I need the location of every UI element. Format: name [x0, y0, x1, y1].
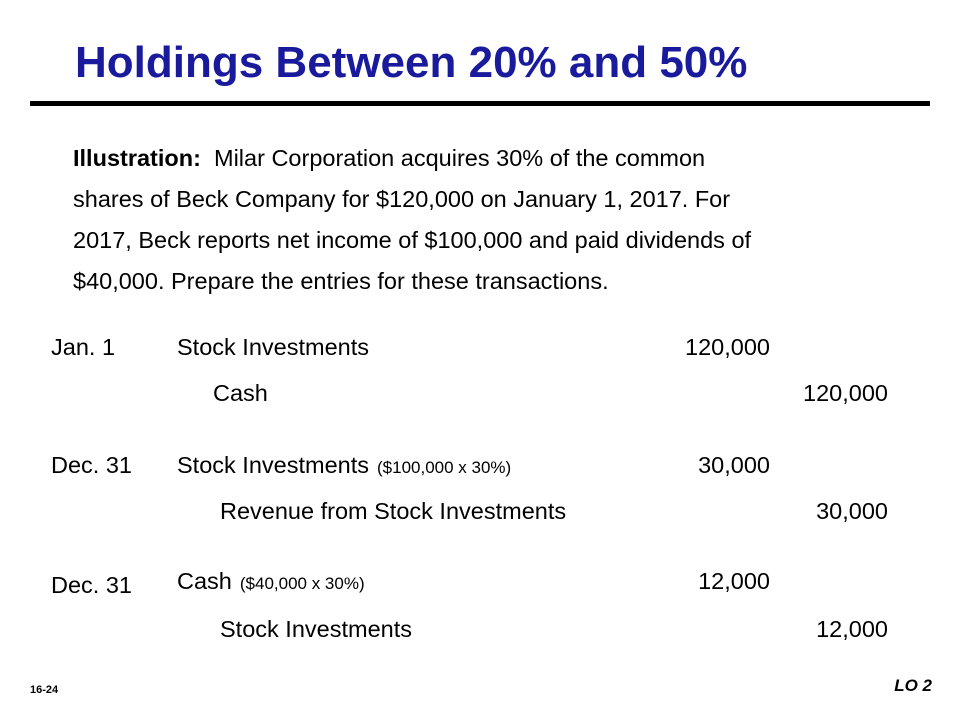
title-divider	[30, 101, 930, 106]
entry-1-debit-amount: 120,000	[685, 334, 770, 360]
entry-1-credit-amount: 120,000	[803, 380, 888, 406]
illustration-line-2: shares of Beck Company for $120,000 on J…	[73, 186, 731, 212]
illustration-text-1: Milar Corporation acquires 30% of the co…	[214, 145, 706, 171]
illustration-lead: Illustration:	[73, 145, 201, 171]
illustration-paragraph: Illustration: Milar Corporation acquires…	[73, 138, 913, 302]
entry-3-date: Dec. 31	[51, 572, 132, 598]
learning-objective-label: LO 2	[894, 676, 932, 695]
slide-title: Holdings Between 20% and 50%	[75, 38, 748, 87]
entry-3-credit-account: Stock Investments	[220, 616, 412, 642]
entry-2-debit-amount: 30,000	[698, 452, 770, 478]
entry-3-debit-account: Cash	[177, 568, 232, 594]
illustration-line-3: 2017, Beck reports net income of $100,00…	[73, 227, 752, 253]
entry-3-credit-amount: 12,000	[816, 616, 888, 642]
entry-3-debit-line: Cash ($40,000 x 30%)	[177, 568, 365, 595]
entry-2-credit-amount: 30,000	[816, 498, 888, 524]
entry-1-credit-account: Cash	[213, 380, 268, 406]
entry-3-debit-amount: 12,000	[698, 568, 770, 594]
entry-2-credit-account: Revenue from Stock Investments	[220, 498, 567, 524]
illustration-line-1: Illustration: Milar Corporation acquires…	[73, 138, 913, 179]
entry-1-debit-account: Stock Investments	[177, 334, 369, 360]
entry-2-debit-line: Stock Investments ($100,000 x 30%)	[177, 452, 511, 479]
entry-2-debit-note: ($100,000 x 30%)	[377, 458, 512, 477]
entry-2-debit-account: Stock Investments	[177, 452, 369, 478]
entry-2-date: Dec. 31	[51, 452, 132, 478]
page-number: 16-24	[30, 684, 59, 696]
illustration-line-4: $40,000. Prepare the entries for these t…	[73, 268, 609, 294]
entry-3-debit-note: ($40,000 x 30%)	[239, 574, 365, 593]
entry-1-date: Jan. 1	[51, 334, 116, 360]
